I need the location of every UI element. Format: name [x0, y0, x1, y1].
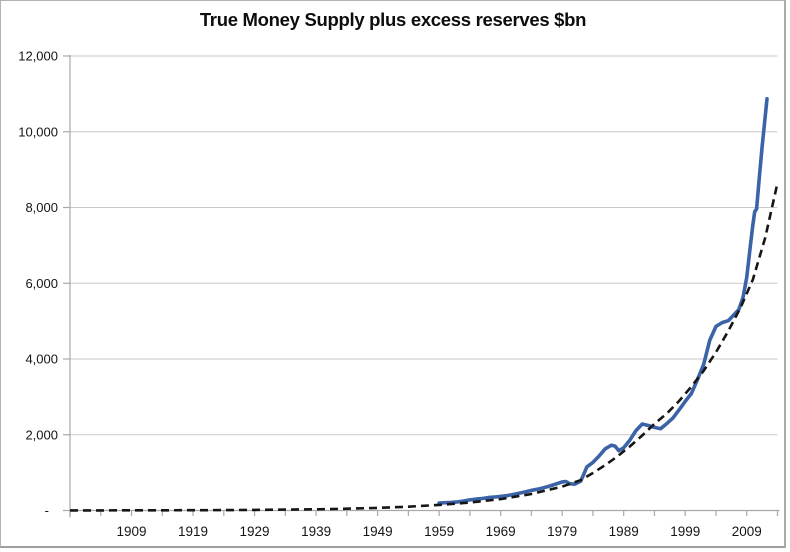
- y-axis-label: 2,000: [25, 427, 58, 442]
- y-axis-label: 6,000: [25, 276, 58, 291]
- x-axis-label: 1919: [178, 524, 208, 539]
- x-axis-label: 1969: [486, 524, 516, 539]
- y-axis-label: 4,000: [25, 352, 58, 367]
- x-axis-label: 1989: [609, 524, 639, 539]
- trend-dashed-line: [70, 182, 779, 512]
- x-axis-label: 1999: [670, 524, 700, 539]
- x-axis-label: 1939: [301, 524, 331, 539]
- x-axis-label: 1949: [363, 524, 393, 539]
- x-axis-label: 1909: [116, 524, 146, 539]
- y-axis-label: 8,000: [25, 200, 58, 215]
- x-axis-label: 1959: [424, 524, 454, 539]
- x-axis-label: 1929: [240, 524, 270, 539]
- y-axis-label: 10,000: [18, 124, 58, 139]
- money-supply-line: [437, 97, 769, 505]
- y-axis-label: -: [45, 503, 49, 518]
- x-axis-label: 1979: [547, 524, 577, 539]
- y-axis-label: 12,000: [18, 49, 58, 64]
- x-axis-label: 2009: [732, 524, 762, 539]
- chart-title: True Money Supply plus excess reserves $…: [199, 9, 587, 30]
